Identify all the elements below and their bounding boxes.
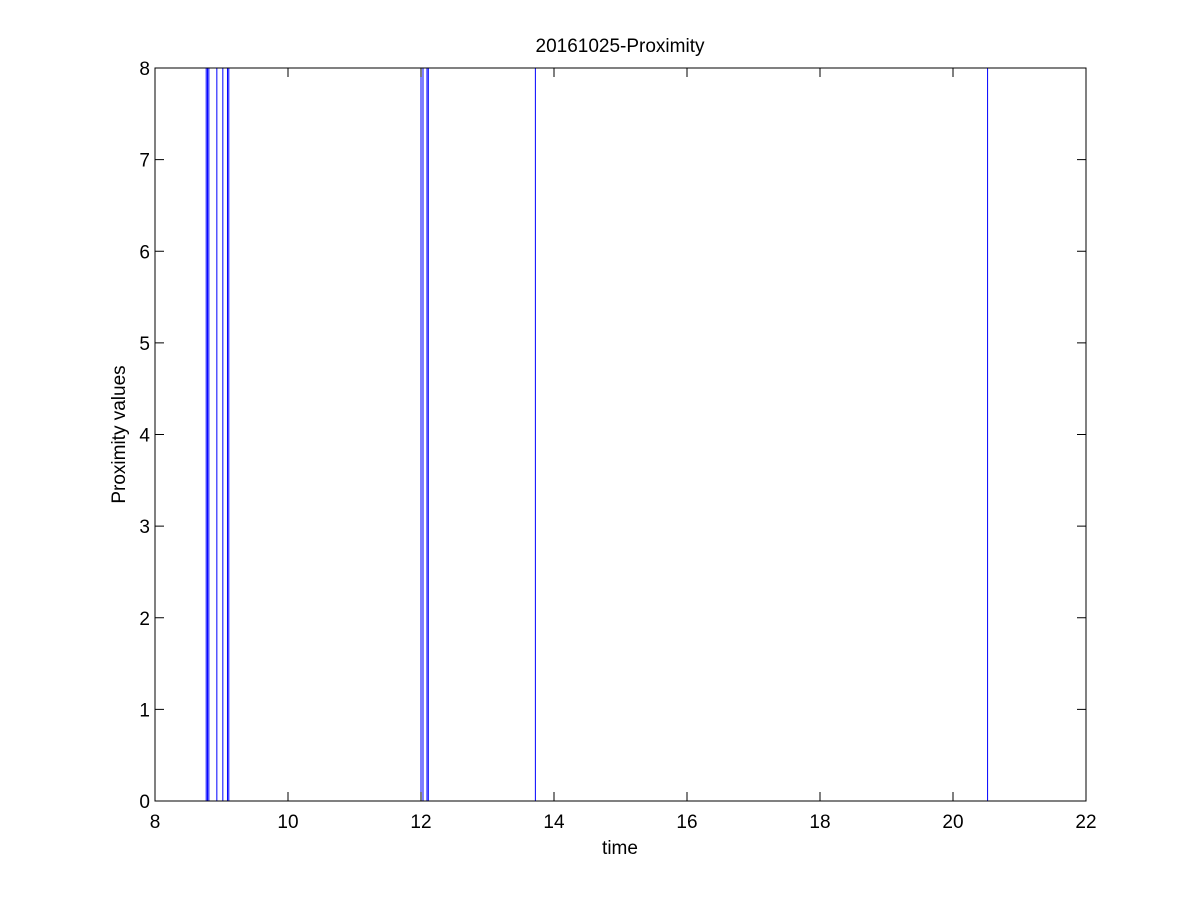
x-tick-label: 8 <box>150 812 161 833</box>
y-tick-label: 2 <box>139 609 150 630</box>
x-tick-label: 18 <box>809 812 830 833</box>
y-tick-labels: 0 1 2 3 4 5 6 7 8 <box>139 59 150 813</box>
axes-box <box>154 67 1087 802</box>
data-layer <box>205 68 989 801</box>
y-tick-label: 6 <box>139 242 150 263</box>
x-tick-labels: 8 10 12 14 16 18 20 22 <box>150 812 1097 833</box>
x-tick-label: 12 <box>410 812 431 833</box>
y-tick-label: 8 <box>139 59 150 80</box>
y-tick-label: 1 <box>139 700 150 721</box>
x-axis-label: time <box>602 838 638 859</box>
y-tick-label: 0 <box>139 792 150 813</box>
plot-area <box>155 68 1086 801</box>
x-tick-label: 20 <box>942 812 963 833</box>
y-tick-label: 5 <box>139 334 150 355</box>
y-axis-label: Proximity values <box>109 365 130 503</box>
x-tick-label: 10 <box>277 812 298 833</box>
chart-title: 20161025-Proximity <box>536 36 705 57</box>
y-tick-label: 7 <box>139 151 150 172</box>
y-tick-label: 4 <box>139 426 150 447</box>
x-tick-label: 14 <box>543 812 565 833</box>
x-tick-label: 16 <box>676 812 697 833</box>
y-tick-label: 3 <box>139 517 150 538</box>
x-tick-label: 22 <box>1075 812 1096 833</box>
